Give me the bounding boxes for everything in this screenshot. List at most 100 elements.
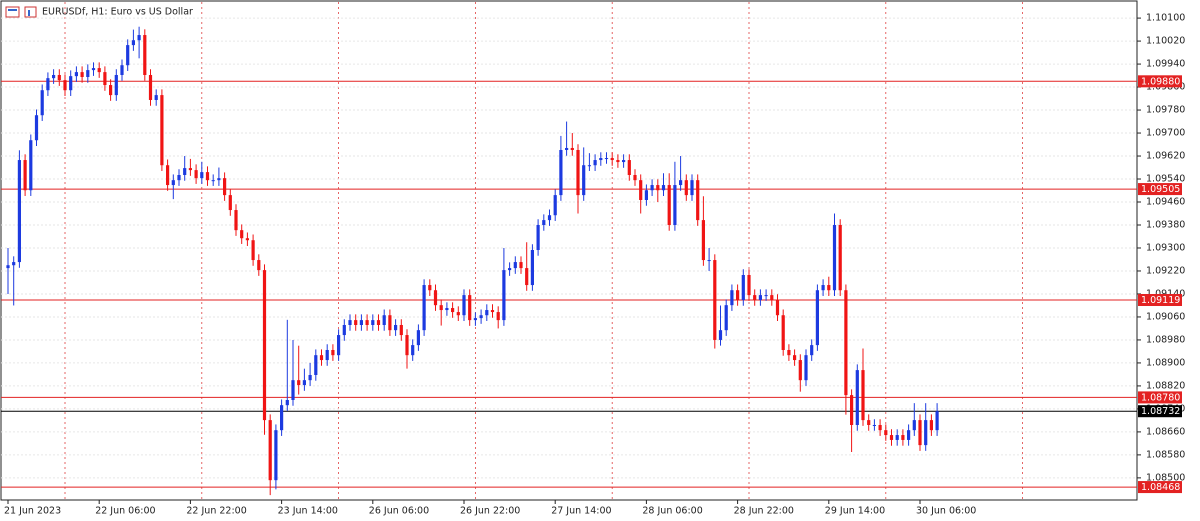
x-tick-label: 28 Jun 06:00 xyxy=(642,506,702,517)
x-tick-label: 30 Jun 06:00 xyxy=(916,506,976,517)
candle-body xyxy=(109,85,113,96)
candle-body xyxy=(753,295,757,300)
candle-body xyxy=(342,324,346,336)
level-label: 1.09505 xyxy=(1141,184,1180,195)
candle-body xyxy=(97,68,101,73)
level-tag xyxy=(1138,293,1182,306)
y-tick-label: 1.09380 xyxy=(1146,219,1185,230)
icon xyxy=(24,6,37,18)
candle-body xyxy=(650,185,654,191)
candle-body xyxy=(285,399,289,406)
candle-body xyxy=(485,310,489,316)
y-tick-label: 1.09060 xyxy=(1146,311,1185,322)
level-label: 1.09880 xyxy=(1141,76,1180,87)
candle-body xyxy=(542,220,546,225)
candle-body xyxy=(730,290,734,306)
candle-body xyxy=(644,190,648,200)
candle-body xyxy=(661,185,666,191)
candle-body xyxy=(736,290,740,300)
candle-body xyxy=(587,165,591,167)
candle-body xyxy=(126,45,130,66)
candle-body xyxy=(513,262,517,269)
candle-body xyxy=(319,355,324,361)
candle-body xyxy=(120,65,124,75)
x-tick-label: 26 Jun 06:00 xyxy=(369,506,429,517)
candle-body xyxy=(308,374,312,381)
candle-body xyxy=(810,345,814,356)
candle-body xyxy=(508,268,512,271)
candle-body xyxy=(63,80,67,91)
candle-body xyxy=(131,40,135,46)
candle-body xyxy=(844,290,848,396)
candle-body xyxy=(559,149,563,196)
candle-body xyxy=(673,185,677,225)
candle-body xyxy=(912,420,916,431)
candle-body xyxy=(667,185,671,225)
candle-body xyxy=(280,405,284,431)
candle-body xyxy=(160,95,164,166)
candle-body xyxy=(781,315,785,350)
candle-body xyxy=(211,180,215,182)
candle-body xyxy=(775,299,780,316)
grid xyxy=(1,2,1137,500)
candle-body xyxy=(502,270,506,321)
candle-body xyxy=(34,115,39,141)
candle-body xyxy=(684,180,688,196)
candle-body xyxy=(536,224,540,250)
candle-body xyxy=(924,420,928,446)
candle-body xyxy=(770,295,774,300)
candle-body xyxy=(935,411,939,431)
x-tick-label: 22 Jun 22:00 xyxy=(186,506,246,517)
candle-body xyxy=(52,74,56,79)
candle-body xyxy=(382,315,386,325)
y-tick-label: 1.09460 xyxy=(1146,197,1185,208)
candle-body xyxy=(348,320,352,325)
candle-body xyxy=(764,295,768,297)
y-tick-label: 1.08660 xyxy=(1146,426,1185,437)
y-tick-label: 1.08980 xyxy=(1146,334,1185,345)
candle-body xyxy=(23,160,27,191)
candle-body xyxy=(718,330,723,340)
candle-body xyxy=(422,285,426,331)
candle-body xyxy=(867,420,871,425)
candle-body xyxy=(804,355,808,381)
y-tick-label: 1.08500 xyxy=(1146,472,1185,483)
candle-body xyxy=(245,238,249,241)
candle-body xyxy=(399,324,403,336)
candle-body xyxy=(29,140,33,191)
candle-body xyxy=(679,180,683,186)
candle-body xyxy=(183,168,187,175)
candle-body xyxy=(525,268,529,286)
candle-body xyxy=(217,178,221,181)
candle-body xyxy=(376,320,381,325)
candle-body xyxy=(205,172,210,181)
candle-body xyxy=(850,395,854,425)
candle-body xyxy=(610,158,614,161)
candle-body xyxy=(456,312,460,316)
candle-body xyxy=(530,249,534,286)
candle-body xyxy=(268,420,272,481)
candle-body xyxy=(148,74,153,100)
candle-body xyxy=(103,72,107,86)
candle-body xyxy=(758,295,762,300)
y-tick-label: 1.08900 xyxy=(1146,357,1185,368)
candle-body xyxy=(547,215,552,221)
candle-body xyxy=(86,70,90,78)
level-label: 1.08780 xyxy=(1141,392,1180,403)
candle-body xyxy=(576,149,580,196)
candle-body xyxy=(872,424,876,426)
candle-body xyxy=(815,290,819,346)
candle-body xyxy=(257,260,261,271)
candle-body xyxy=(154,95,158,100)
candle-body xyxy=(354,320,358,325)
y-tick-label: 1.09140 xyxy=(1146,288,1185,299)
candle-body xyxy=(553,195,557,216)
x-tick-label: 28 Jun 22:00 xyxy=(734,506,794,517)
icon xyxy=(28,10,30,16)
candle-body xyxy=(832,224,837,291)
candle-body xyxy=(451,308,455,313)
candle-body xyxy=(490,310,495,313)
candle-body xyxy=(565,147,569,150)
candle-body xyxy=(633,174,637,181)
